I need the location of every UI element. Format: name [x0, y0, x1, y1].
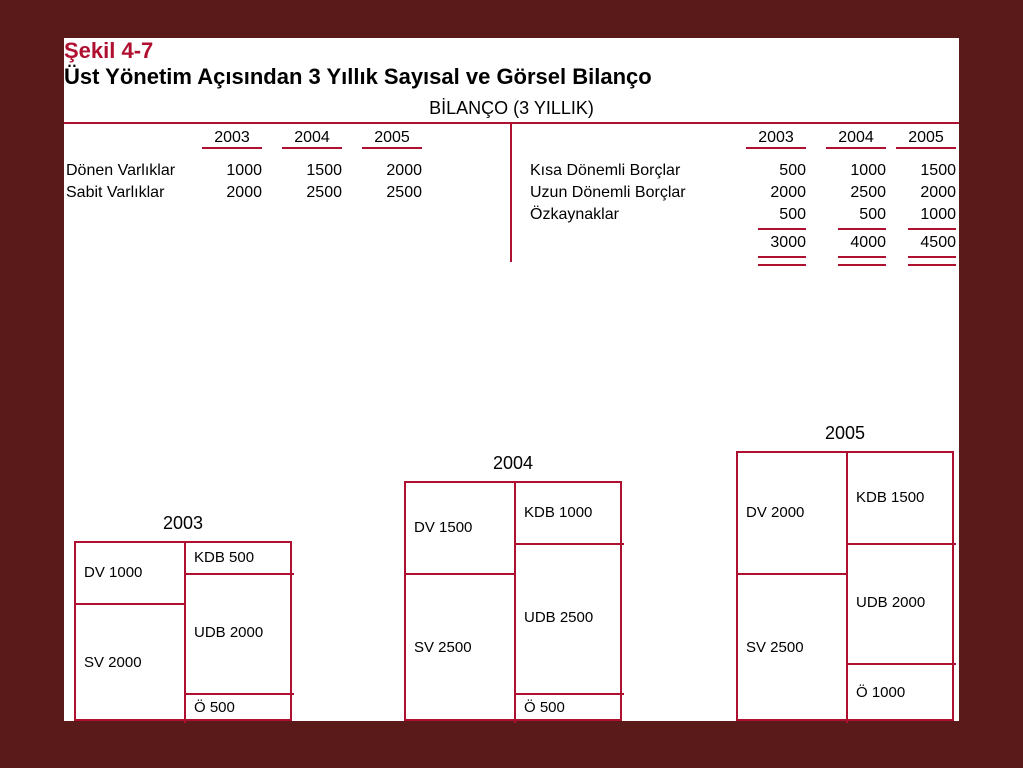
bs-year-label: 2005 — [736, 423, 954, 444]
bs-asset-divider — [738, 573, 846, 575]
bs-liab-label: Ö 1000 — [856, 684, 905, 701]
bs-liab-label: KDB 500 — [194, 549, 254, 566]
bs-year-label: 2004 — [404, 453, 622, 474]
bs-asset-label: SV 2500 — [746, 639, 804, 656]
bs-liab-divider — [848, 543, 956, 545]
bs-box: DV 1500 SV 2500 KDB 1000 UDB 2500 Ö 500 — [404, 481, 622, 721]
bs-year-label: 2003 — [74, 513, 292, 534]
bs-liab-divider — [516, 543, 624, 545]
bs-asset-label: DV 1500 — [414, 519, 472, 536]
bs-liab-label: Ö 500 — [524, 699, 565, 716]
bs-liab-divider — [848, 663, 956, 665]
bs-asset-label: DV 1000 — [84, 564, 142, 581]
bs-box: DV 1000 SV 2000 KDB 500 UDB 2000 Ö 500 — [74, 541, 292, 721]
bs-liab-label: Ö 500 — [194, 699, 235, 716]
bs-liab-label: UDB 2000 — [194, 624, 263, 641]
bs-liab-label: UDB 2000 — [856, 594, 925, 611]
bs-asset-divider — [406, 573, 514, 575]
slide-panel: Şekil 4-7 Üst Yönetim Açısından 3 Yıllık… — [64, 38, 959, 721]
bs-asset-label: SV 2000 — [84, 654, 142, 671]
bs-liab-divider — [186, 693, 294, 695]
bs-col-divider — [184, 543, 186, 723]
bs-liab-label: UDB 2500 — [524, 609, 593, 626]
bs-liab-label: KDB 1500 — [856, 489, 924, 506]
balance-diagram-area: 2003 DV 1000 SV 2000 KDB 500 UDB 2000 Ö 500 20… — [64, 38, 959, 721]
bs-liab-divider — [516, 693, 624, 695]
bs-asset-label: DV 2000 — [746, 504, 804, 521]
bs-liab-label: KDB 1000 — [524, 504, 592, 521]
bs-col-divider — [846, 453, 848, 723]
bs-box: DV 2000 SV 2500 KDB 1500 UDB 2000 Ö 1000 — [736, 451, 954, 721]
bs-col-divider — [514, 483, 516, 723]
bs-asset-label: SV 2500 — [414, 639, 472, 656]
bs-asset-divider — [76, 603, 184, 605]
bs-liab-divider — [186, 573, 294, 575]
